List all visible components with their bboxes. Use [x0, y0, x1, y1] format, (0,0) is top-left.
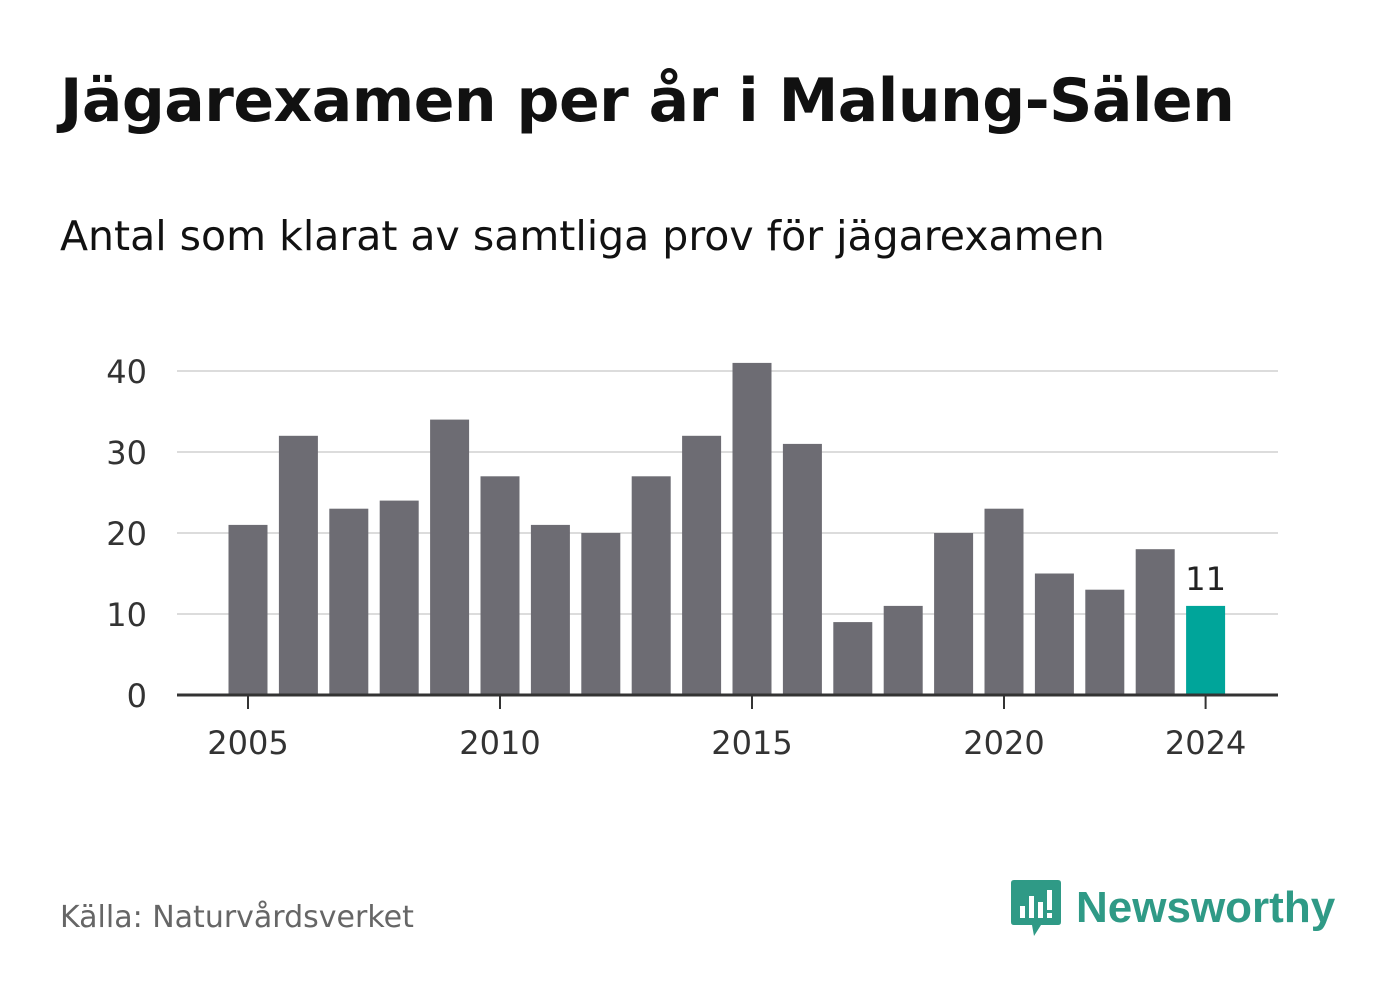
bar	[430, 419, 470, 695]
bar	[682, 435, 722, 695]
bar-chart-speech-bubble-icon	[1011, 880, 1061, 936]
x-tick-label: 2005	[207, 724, 288, 762]
bar-highlight	[1186, 605, 1226, 695]
bar	[278, 435, 318, 695]
bar	[934, 533, 974, 695]
bar	[530, 524, 570, 695]
bar	[833, 622, 873, 695]
bar	[984, 508, 1024, 695]
bars: 11	[228, 362, 1226, 695]
brand-name: Newsworthy	[1076, 883, 1336, 932]
axes: 0 10 20 30 40 2005 2010 2015 2020 2024	[106, 353, 1278, 762]
y-tick-label: 0	[127, 677, 147, 715]
bar	[480, 476, 520, 695]
bar	[329, 508, 369, 695]
bar	[1085, 589, 1125, 695]
bar	[883, 605, 923, 695]
bar-value-label: 11	[1185, 560, 1226, 598]
bar	[782, 443, 822, 695]
chart-title: Jägarexamen per år i Malung-Sälen	[60, 66, 1235, 136]
bar	[1034, 573, 1074, 695]
y-tick-label: 10	[106, 596, 147, 634]
bar	[732, 362, 772, 695]
bar	[631, 476, 671, 695]
x-tick-label: 2020	[963, 724, 1044, 762]
x-tick-label: 2015	[711, 724, 792, 762]
x-tick-label: 2024	[1165, 724, 1246, 762]
y-tick-label: 30	[106, 434, 147, 472]
bar	[581, 533, 621, 695]
y-tick-label: 20	[106, 515, 147, 553]
x-tick-label: 2010	[459, 724, 540, 762]
bar	[379, 500, 419, 695]
bar	[1135, 549, 1175, 695]
source-note: Källa: Naturvårdsverket	[60, 900, 414, 935]
bar	[228, 524, 268, 695]
chart-subtitle: Antal som klarat av samtliga prov för jä…	[60, 212, 1105, 260]
newsworthy-logo: Newsworthy	[1010, 878, 1335, 938]
y-tick-label: 40	[106, 353, 147, 391]
